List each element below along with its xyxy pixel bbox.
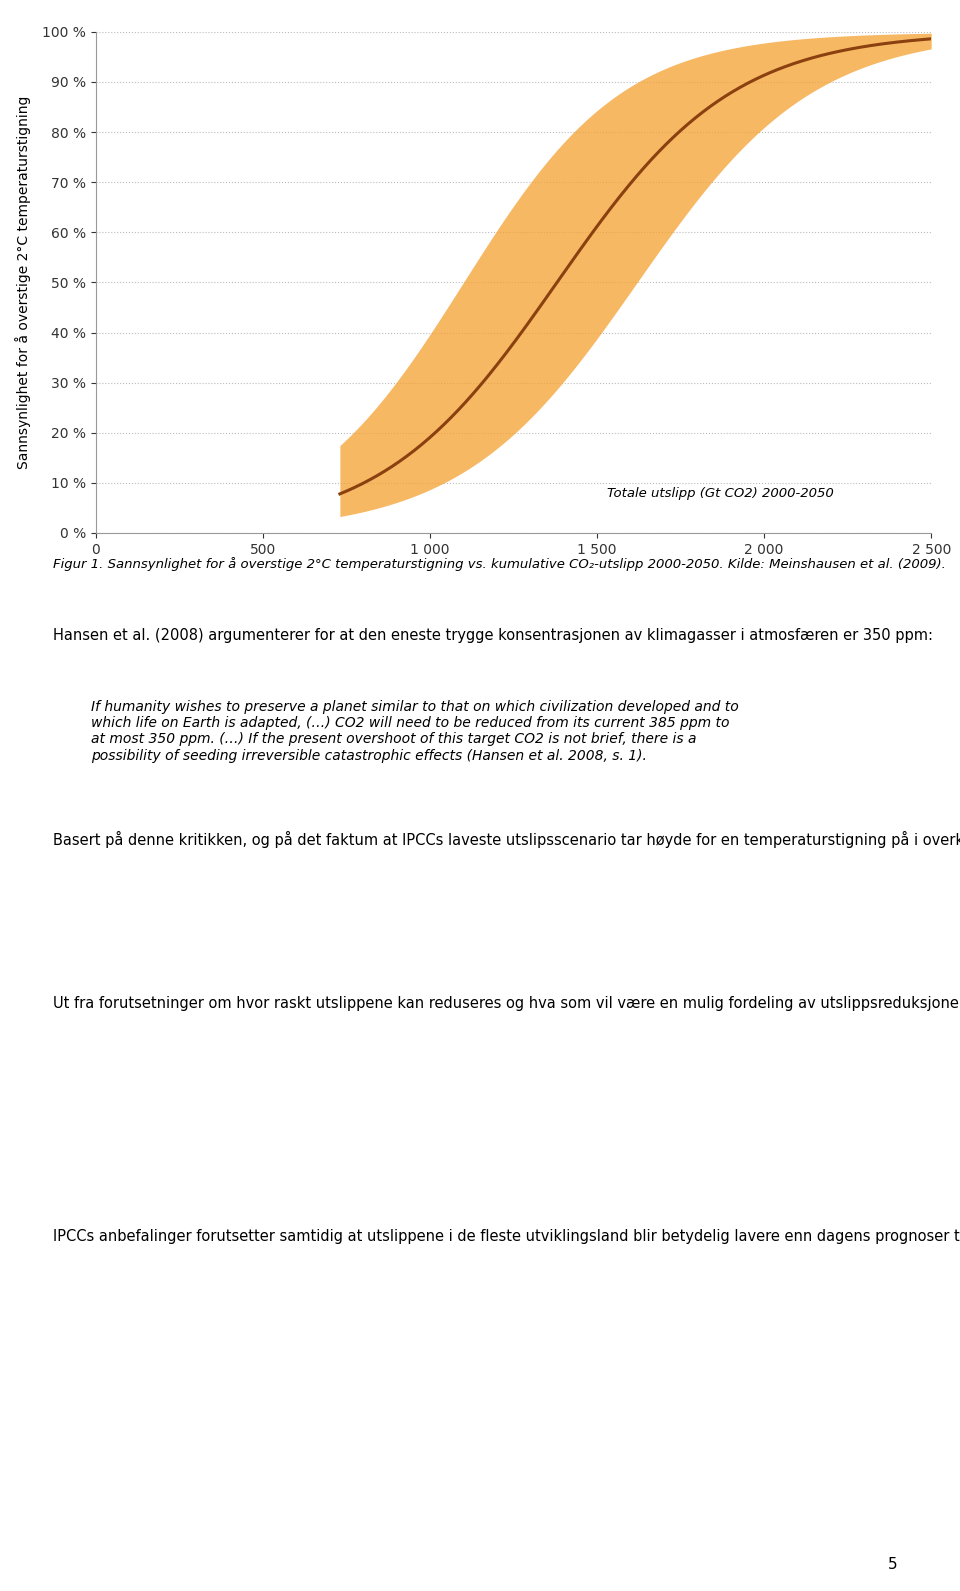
Text: 5: 5 — [888, 1558, 898, 1572]
Text: IPCCs anbefalinger forutsetter samtidig at utslippene i de fleste utviklingsland: IPCCs anbefalinger forutsetter samtidig … — [53, 1228, 960, 1244]
Text: Basert på denne kritikken, og på det faktum at IPCCs laveste utslipsscenario tar: Basert på denne kritikken, og på det fak… — [53, 831, 960, 848]
Text: If humanity wishes to preserve a planet similar to that on which civilization de: If humanity wishes to preserve a planet … — [91, 700, 739, 762]
Text: Ut fra forutsetninger om hvor raskt utslippene kan reduseres og hva som vil være: Ut fra forutsetninger om hvor raskt utsl… — [53, 994, 960, 1012]
Text: Hansen et al. (2008) argumenterer for at den eneste trygge konsentrasjonen av kl: Hansen et al. (2008) argumenterer for at… — [53, 628, 933, 643]
Y-axis label: Sannsynlighet for å overstige 2°C temperaturstigning: Sannsynlighet for å overstige 2°C temper… — [15, 95, 32, 469]
Text: Totale utslipp (Gt CO2) 2000-2050: Totale utslipp (Gt CO2) 2000-2050 — [607, 487, 834, 501]
Text: Figur 1. Sannsynlighet for å overstige 2°C temperaturstigning vs. kumulative CO₂: Figur 1. Sannsynlighet for å overstige 2… — [53, 557, 946, 571]
